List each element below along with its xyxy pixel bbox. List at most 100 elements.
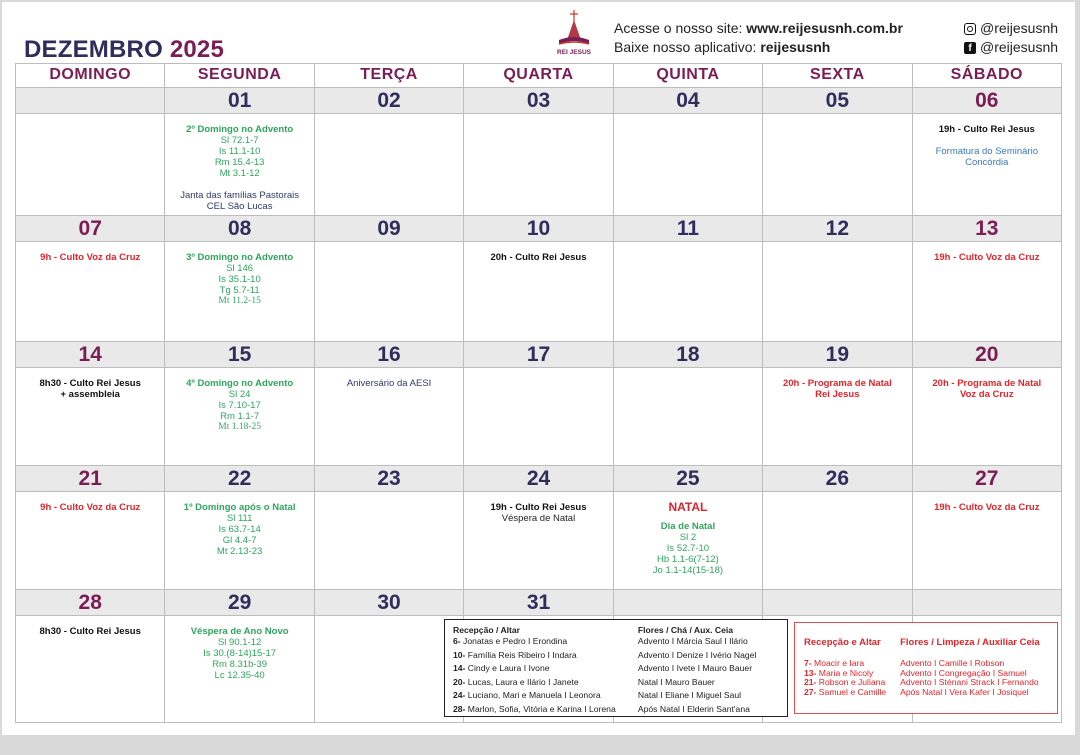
names: Cindy e Laura I Ivone xyxy=(465,663,550,674)
event-text: 19h - Culto Voz da Cruz xyxy=(934,502,1040,513)
day-number: 19 xyxy=(763,342,913,368)
site-info: Acesse o nosso site: www.reijesusnh.com.… xyxy=(614,19,903,57)
day-number: 12 xyxy=(763,216,913,242)
day-cell[interactable] xyxy=(314,114,465,216)
day-cell[interactable] xyxy=(912,616,1062,723)
day-number: 05 xyxy=(763,88,913,114)
day-number: 21 xyxy=(16,466,166,492)
event-text: + assembleia xyxy=(60,389,120,400)
day-cell[interactable] xyxy=(464,114,614,216)
column-reception: Recepção e Altar 7- Moacir e Iara 13- Mari… xyxy=(804,637,900,697)
event-text: Rm 8.31b-39 xyxy=(212,659,268,670)
event-text: 9h - Culto Voz da Cruz xyxy=(40,502,141,513)
day-cell[interactable]: Aniversário da AESI xyxy=(314,368,465,466)
day-number: 02 xyxy=(314,88,465,114)
event-text: 19h - Culto Rei Jesus xyxy=(490,502,587,513)
weekday-header: SEXTA xyxy=(763,64,913,88)
day-cell[interactable]: 8h30 - Culto Rei Jesus + assembleia xyxy=(16,368,166,466)
day-cell[interactable] xyxy=(763,242,913,342)
event-text: 2º Domingo no Advento xyxy=(186,124,294,135)
day-cell[interactable] xyxy=(613,242,764,342)
instagram-handle[interactable]: @reijesusnh xyxy=(980,20,1059,36)
day-cell[interactable] xyxy=(464,368,614,466)
day-cell[interactable]: 19h - Culto Rei Jesus Véspera de Natal xyxy=(464,492,614,590)
day-cell[interactable] xyxy=(314,492,465,590)
day-cell[interactable]: 19h - Culto Voz da Cruz xyxy=(912,242,1062,342)
day-cell[interactable]: 20h - Programa de Natal Rei Jesus xyxy=(763,368,913,466)
event-text: 19h - Culto Rei Jesus xyxy=(938,124,1035,135)
schedule-row: 21- Robson e Juliana xyxy=(804,677,900,688)
date-number: 13- xyxy=(804,667,817,678)
day-cell[interactable]: 2º Domingo no Advento Sl 72.1-7 Is 11.1-10… xyxy=(165,114,315,216)
day-number: 28 xyxy=(16,590,166,616)
schedule-row: Advento I Ivete I Mauro Bauer xyxy=(637,663,753,674)
schedule-row: 6- Jonatas e Pedro I Erondina xyxy=(453,635,638,649)
event-text: Tg 5.7-11 xyxy=(219,285,260,296)
facebook-handle[interactable]: @reijesusnh xyxy=(980,39,1059,55)
date-number: 6- xyxy=(453,636,461,646)
event-text: Rm 1.1-7 xyxy=(220,411,260,422)
day-number: 22 xyxy=(165,466,315,492)
day-number: 20 xyxy=(912,342,1062,368)
event-text: 19h - Culto Voz da Cruz xyxy=(934,252,1040,263)
column-title: Flores / Chá / Aux. Ceia xyxy=(637,625,734,635)
date-number: 7- xyxy=(804,658,812,668)
event-text: Jo 1.1-14(15-18) xyxy=(652,565,724,576)
day-number: 15 xyxy=(165,342,315,368)
weekday-header: DOMINGO xyxy=(16,64,166,88)
day-cell[interactable]: 19h - Culto Rei Jesus Formatura do Seminá… xyxy=(912,114,1062,216)
event-text: Mt 3.1-12 xyxy=(219,168,260,179)
event-text: Sl 2 xyxy=(679,532,697,543)
facebook-icon: f xyxy=(964,41,976,54)
svg-text:REI JESUS: REI JESUS xyxy=(557,49,592,56)
day-cell[interactable]: 9h - Culto Voz da Cruz xyxy=(16,242,166,342)
day-cell[interactable] xyxy=(314,242,465,342)
date-number: 10- xyxy=(453,649,466,660)
event-text: 9h - Culto Voz da Cruz xyxy=(40,252,141,263)
day-cell[interactable] xyxy=(763,114,913,216)
day-cell[interactable]: Véspera de Ano Novo Sl 90.1-12 Is 30.(8-14… xyxy=(165,616,315,723)
date-number: 21- xyxy=(804,677,817,688)
day-number: 09 xyxy=(314,216,465,242)
event-text: Is 11.1-10 xyxy=(218,146,261,157)
schedule-box: Recepção / Altar 6- Jonatas e Pedro I Ero… xyxy=(444,619,788,717)
page-title: DEZEMBRO 2025 xyxy=(24,36,224,64)
day-cell[interactable]: NATAL Dia de Natal Sl 2 Is 52.7-10 Hb 1.1-6(… xyxy=(613,492,764,590)
day-cell[interactable] xyxy=(763,492,913,590)
column-flowers: Flores / Chá / Aux. Ceia Advento I Márcia… xyxy=(638,625,787,717)
day-cell[interactable]: 19h - Culto Voz da Cruz xyxy=(912,492,1062,590)
day-number xyxy=(16,88,166,114)
weekday-header: SEGUNDA xyxy=(165,64,315,88)
day-cell[interactable]: 1º Domingo após o Natal Sl 111 Is 63.7-14 G… xyxy=(165,492,315,590)
schedule-row: 14- Cindy e Laura I Ivone xyxy=(453,662,638,676)
day-number: 24 xyxy=(464,466,614,492)
event-text: Sl 90.1-12 xyxy=(217,637,262,648)
weekday-header: TERÇA xyxy=(314,64,465,88)
column-flowers: Flores / Limpeza / Auxiliar Ceia Advento … xyxy=(900,637,1057,697)
site-url[interactable]: www.reijesusnh.com.br xyxy=(746,20,903,36)
day-cell[interactable]: 4º Domingo no Advento Sl 24 Is 7.10-17 Rm 1… xyxy=(165,368,315,466)
day-cell[interactable]: 8h30 - Culto Rei Jesus xyxy=(16,616,166,723)
day-cell[interactable] xyxy=(16,114,166,216)
year: 2025 xyxy=(169,36,225,63)
day-cell[interactable] xyxy=(613,114,764,216)
day-number xyxy=(613,590,764,616)
event-text: Is 63.7-14 xyxy=(218,524,261,535)
app-label: Baixe nosso aplicativo: xyxy=(614,39,761,55)
box-columns: Recepção e Altar 7- Moacir e Iara 13- Mari… xyxy=(804,637,1057,697)
day-number: 06 xyxy=(912,88,1062,114)
event-text: Sl 146 xyxy=(226,263,254,274)
names: Moacir e Iara xyxy=(811,658,865,668)
day-number: 16 xyxy=(314,342,465,368)
day-number xyxy=(763,590,913,616)
day-cell[interactable]: 20h - Culto Rei Jesus xyxy=(464,242,614,342)
event-text: Is 52.7-10 xyxy=(666,543,710,554)
day-cell[interactable] xyxy=(314,616,465,723)
day-cell[interactable]: 9h - Culto Voz da Cruz xyxy=(16,492,166,590)
event-text: Mt 1.18-25 xyxy=(218,422,261,432)
day-cell[interactable] xyxy=(613,368,764,466)
day-cell[interactable]: 20h - Programa de Natal Voz da Cruz xyxy=(912,368,1062,466)
day-number: 23 xyxy=(314,466,465,492)
day-cell[interactable]: 3º Domingo no Advento Sl 146 Is 35.1-10 Tg … xyxy=(165,242,315,342)
schedule-row: Advento I Márcia Saul I Ilário xyxy=(637,636,748,646)
